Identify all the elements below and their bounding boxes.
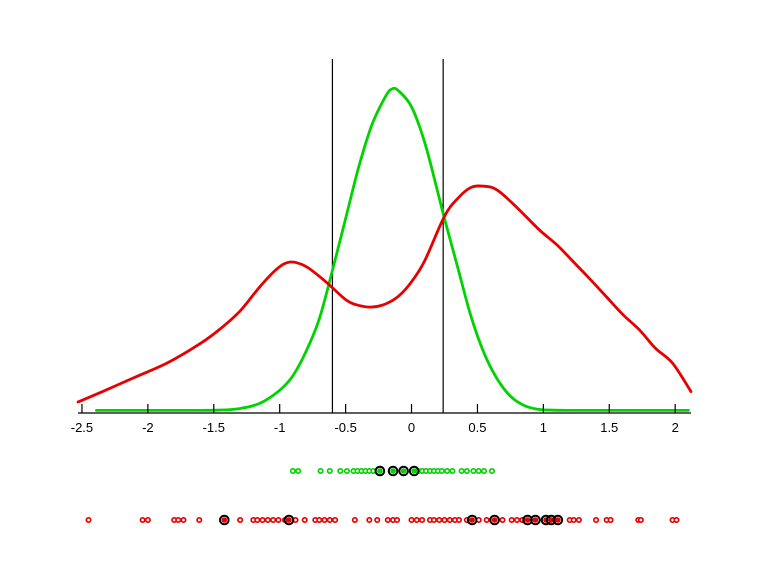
sample-point	[326, 516, 333, 524]
sample-point	[139, 516, 146, 524]
sample-point	[463, 467, 470, 475]
highlighted-sample-point	[548, 517, 555, 523]
sample-point	[295, 467, 302, 475]
sample-point	[264, 516, 271, 524]
sample-point	[321, 516, 328, 524]
x-axis-tick-label: 2	[672, 420, 679, 435]
sample-point	[332, 516, 339, 524]
highlighted-sample-point	[555, 517, 561, 523]
red-density-curve	[76, 184, 693, 404]
sample-point	[254, 516, 261, 524]
sample-point	[508, 516, 515, 524]
sample-point	[317, 467, 324, 475]
threshold-lines	[331, 59, 444, 413]
highlighted-sample-point	[286, 517, 292, 523]
sample-point	[301, 516, 308, 524]
sample-point	[351, 516, 358, 524]
highlighted-sample-point	[524, 517, 531, 523]
highlight-ring	[387, 465, 399, 477]
sample-point	[343, 467, 350, 475]
highlighted-sample-point	[377, 468, 383, 474]
sample-point	[326, 467, 333, 475]
sample-point	[175, 516, 182, 524]
sample-point	[441, 516, 448, 524]
green-density-curve	[95, 86, 690, 412]
sample-point	[673, 516, 680, 524]
sample-point	[408, 516, 415, 524]
highlight-ring	[530, 514, 541, 526]
highlighted-sample-point	[221, 517, 228, 523]
sample-point	[444, 467, 451, 475]
highlighted-sample-point	[390, 468, 396, 474]
highlighted-sample-point	[469, 517, 475, 523]
x-axis-tick-label: 0.5	[468, 420, 486, 435]
x-axis-tick-label: 1	[540, 420, 547, 435]
x-axis-tick-label: -1	[274, 420, 286, 435]
sample-point	[455, 516, 463, 524]
highlight-ring	[408, 465, 420, 477]
sample-point	[438, 467, 445, 475]
sample-point	[144, 516, 151, 524]
x-axis-tick-label: -1.5	[203, 420, 225, 435]
sample-point	[393, 516, 401, 524]
highlight-ring	[219, 514, 230, 526]
sample-point	[570, 516, 577, 524]
sample-point	[513, 516, 521, 524]
sample-point	[413, 516, 420, 524]
sample-point	[575, 516, 582, 524]
highlight-ring	[283, 514, 295, 526]
sample-point	[446, 516, 453, 524]
sample-point	[488, 467, 495, 475]
sample-point	[366, 516, 373, 524]
sample-point	[237, 516, 244, 524]
sample-point	[180, 516, 187, 524]
sample-point	[430, 516, 437, 524]
sample-point	[374, 516, 381, 524]
sample-point	[196, 516, 203, 524]
x-axis-tick-label: 0	[408, 420, 415, 435]
x-axis-tick-label: -0.5	[334, 420, 356, 435]
highlight-ring	[552, 514, 564, 526]
highlighted-sample-point	[400, 468, 407, 474]
highlight-ring	[398, 465, 409, 477]
sample-point	[85, 516, 92, 524]
sample-point	[458, 467, 465, 475]
red-sample-points	[85, 514, 680, 526]
x-axis-tick-label: -2.5	[71, 420, 93, 435]
x-axis-tick-label: -2	[142, 420, 154, 435]
sample-point	[337, 467, 344, 475]
sample-point	[593, 516, 600, 524]
sample-point	[384, 516, 391, 524]
sample-point	[499, 516, 506, 524]
sample-point	[316, 516, 323, 524]
sample-point	[483, 516, 490, 524]
highlighted-sample-point	[532, 517, 539, 523]
x-axis-tick-label: 1.5	[600, 420, 618, 435]
sample-point	[289, 467, 296, 475]
highlighted-sample-point	[411, 468, 417, 474]
sample-point	[270, 516, 277, 524]
sample-point	[436, 516, 443, 524]
sample-point	[637, 516, 644, 524]
sample-point	[259, 516, 266, 524]
sample-point	[607, 516, 614, 524]
sample-point	[419, 516, 426, 524]
sample-point	[470, 467, 477, 475]
highlighted-sample-point	[491, 517, 498, 523]
highlight-ring	[466, 514, 478, 526]
green-sample-points	[289, 465, 495, 477]
sample-point	[480, 467, 488, 475]
sample-point	[275, 516, 282, 524]
highlight-ring	[374, 465, 386, 477]
x-axis: -2.5 -2 -1.5 -1 -0.5 0 0.5 1 1.5 2	[71, 404, 691, 435]
highlight-ring	[489, 514, 500, 526]
sample-point	[449, 467, 456, 475]
sample-point	[475, 467, 482, 475]
